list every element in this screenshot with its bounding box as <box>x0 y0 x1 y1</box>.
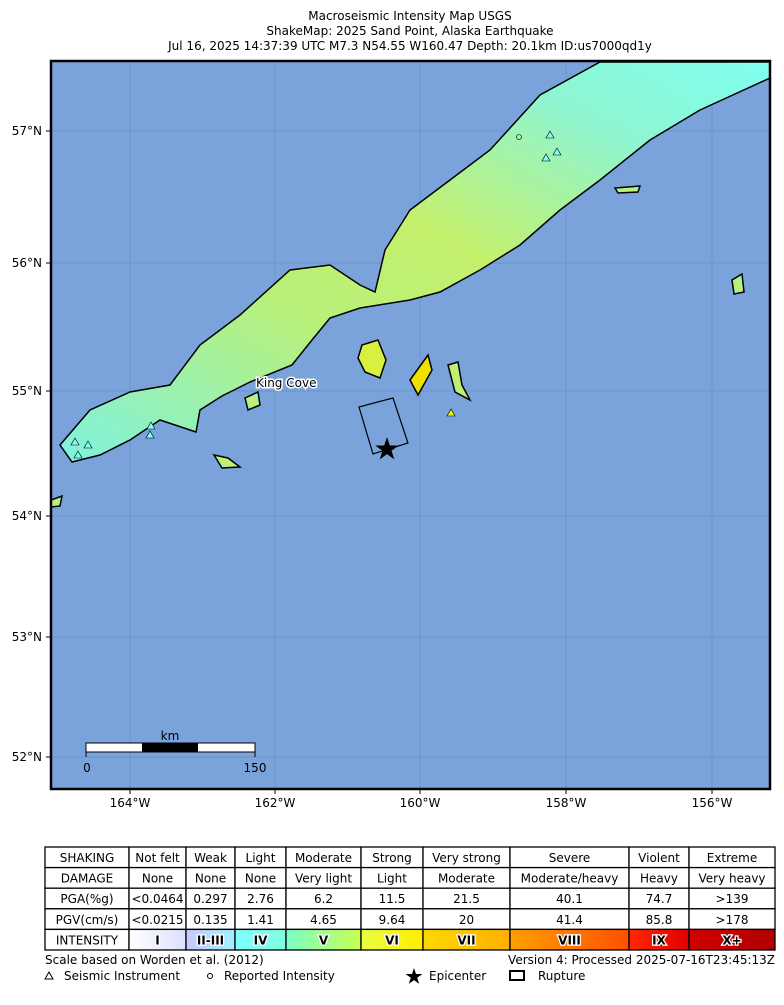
legend-item: Rupture <box>538 969 585 983</box>
cell-text: Weak <box>194 851 227 865</box>
details: Jul 16, 2025 14:37:39 UTC M7.3 N54.55 W1… <box>167 39 652 53</box>
lon-label: 156°W <box>692 796 733 810</box>
scale-note: Scale based on Worden et al. (2012) <box>45 953 264 967</box>
cell-text: IX <box>652 933 666 947</box>
legend-item: Reported Intensity <box>224 969 335 983</box>
legend-item: Epicenter <box>429 969 486 983</box>
land <box>50 61 771 508</box>
lon-label: 162°W <box>255 796 296 810</box>
cell-text: 40.1 <box>556 892 583 906</box>
cell-text: 41.4 <box>556 913 583 927</box>
scale-end: 150 <box>244 761 267 775</box>
epicenter-icon <box>405 968 423 984</box>
cell-text: 0.135 <box>193 913 227 927</box>
rupture <box>358 397 409 455</box>
cell-text: >139 <box>716 892 749 906</box>
cell-text: 21.5 <box>453 892 480 906</box>
cell-text: PGA(%g) <box>60 892 113 906</box>
scale-bar: km 0 150 <box>83 729 266 775</box>
cell-text: SHAKING <box>60 851 115 865</box>
lat-label: 54°N <box>12 509 42 523</box>
cell-text: Extreme <box>707 851 758 865</box>
cell-text: <0.0464 <box>131 892 183 906</box>
scale-start: 0 <box>83 761 91 775</box>
cell-text: 1.41 <box>247 913 274 927</box>
cell-text: Strong <box>372 851 412 865</box>
lat-label: 52°N <box>12 750 42 764</box>
place-label: King Cove <box>256 376 316 390</box>
cell-text: Moderate <box>438 872 495 886</box>
rupture-icon <box>509 970 525 981</box>
cell-text: Very heavy <box>698 872 765 886</box>
cell-text: 11.5 <box>379 892 406 906</box>
scale-unit: km <box>161 729 180 743</box>
cell-text: Light <box>377 872 407 886</box>
cell-text: X+ <box>722 933 741 947</box>
cell-text: 4.65 <box>310 913 337 927</box>
cell-text: 2.76 <box>247 892 274 906</box>
ocean <box>51 61 770 789</box>
footer: Scale based on Worden et al. (2012) Vers… <box>44 953 775 984</box>
cell-text: 6.2 <box>314 892 333 906</box>
cell-text: Very light <box>295 872 352 886</box>
map: King Cove km 0 150 <box>49 59 772 791</box>
header: Macroseismic Intensity Map USGS ShakeMap… <box>167 9 652 53</box>
cell-text: II-III <box>197 933 224 947</box>
cell-text: None <box>245 872 276 886</box>
cell-text: DAMAGE <box>61 872 113 886</box>
cell-text: Severe <box>549 851 591 865</box>
intensity-table: SHAKING Not felt Weak Light Moderate Strong Ve… <box>44 846 776 951</box>
title: Macroseismic Intensity Map USGS <box>308 9 511 23</box>
cell-text: IV <box>254 933 268 947</box>
map-frame <box>49 59 772 791</box>
stations <box>70 130 562 459</box>
lon-label: 164°W <box>110 796 151 810</box>
cell-text: Very strong <box>432 851 501 865</box>
cell-text: 0.297 <box>193 892 227 906</box>
epicenter <box>375 437 399 460</box>
subtitle: ShakeMap: 2025 Sand Point, Alaska Earthq… <box>266 24 553 38</box>
cell-text: >178 <box>716 913 749 927</box>
lat-label: 53°N <box>12 630 42 644</box>
cell-text: 74.7 <box>646 892 673 906</box>
cell-text: VI <box>385 933 399 947</box>
cell-text: Light <box>246 851 276 865</box>
lat-label: 56°N <box>12 256 42 270</box>
cell-text: Moderate/heavy <box>521 872 619 886</box>
cell-text: Heavy <box>640 872 678 886</box>
cell-text: None <box>142 872 173 886</box>
lat-label: 57°N <box>12 124 42 138</box>
reported-icon <box>207 973 213 979</box>
cell-text: Moderate <box>295 851 352 865</box>
cell-text: INTENSITY <box>56 933 119 947</box>
cell-text: VIII <box>558 933 581 947</box>
legend-item: Seismic Instrument <box>64 969 180 983</box>
version: Version 4: Processed 2025-07-16T23:45:13… <box>508 953 775 967</box>
cell-text: 9.64 <box>379 913 406 927</box>
cell-text: Violent <box>638 851 680 865</box>
graticule <box>51 61 770 789</box>
cell-text: VII <box>457 933 475 947</box>
cell-text: 85.8 <box>646 913 673 927</box>
lat-label: 55°N <box>12 384 42 398</box>
cell-text: PGV(cm/s) <box>56 913 119 927</box>
cell-text: 20 <box>459 913 474 927</box>
table-cell <box>688 928 776 951</box>
cell-text: I <box>155 933 159 947</box>
lon-label: 160°W <box>400 796 441 810</box>
cell-text: None <box>195 872 226 886</box>
lon-label: 158°W <box>546 796 587 810</box>
cell-text: <0.0215 <box>131 913 183 927</box>
instrument-icon <box>44 970 54 980</box>
cell-text: V <box>319 933 329 947</box>
cell-text: Not felt <box>135 851 180 865</box>
axis-labels: 57°N 56°N 55°N 54°N 53°N 52°N 164°W 162°W 160°W 1… <box>12 124 733 810</box>
